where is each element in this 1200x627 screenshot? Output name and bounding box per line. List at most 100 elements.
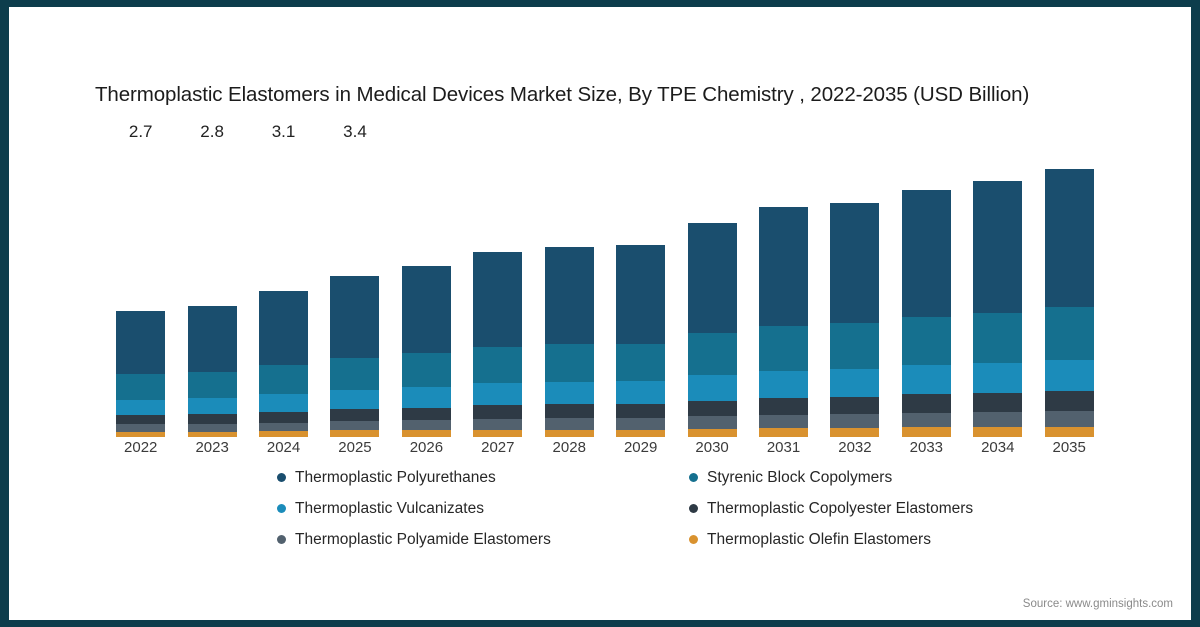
- bar-segment[interactable]: [401, 265, 451, 354]
- bar-segment[interactable]: [401, 386, 451, 408]
- bar-segment[interactable]: [187, 398, 237, 415]
- legend-item[interactable]: Thermoplastic Polyurethanes: [277, 462, 627, 493]
- bar-segment[interactable]: [901, 394, 951, 413]
- bar-segment[interactable]: [687, 375, 737, 401]
- bar-segment[interactable]: [473, 405, 523, 419]
- stacked-bar[interactable]: [187, 305, 237, 437]
- stacked-bar[interactable]: [259, 291, 309, 437]
- bar-segment[interactable]: [259, 291, 309, 365]
- legend-item[interactable]: Thermoplastic Vulcanizates: [277, 493, 627, 524]
- bar-segment[interactable]: [544, 247, 594, 345]
- bar-segment[interactable]: [759, 414, 808, 429]
- bar-segment[interactable]: [901, 427, 951, 437]
- bar-segment[interactable]: [330, 276, 380, 359]
- bar-segment[interactable]: [401, 430, 451, 437]
- stacked-bar[interactable]: [901, 190, 951, 437]
- bar-segment[interactable]: [116, 424, 166, 432]
- bar-segment[interactable]: [1044, 391, 1094, 411]
- bar-segment[interactable]: [544, 344, 594, 382]
- stacked-bar[interactable]: [616, 245, 666, 437]
- legend-item[interactable]: Styrenic Block Copolymers: [627, 462, 977, 493]
- stacked-bar[interactable]: [544, 247, 594, 437]
- bar-segment[interactable]: [544, 404, 594, 419]
- bar-segment[interactable]: [330, 409, 380, 422]
- stacked-bar[interactable]: [330, 276, 380, 437]
- bar-segment[interactable]: [830, 414, 880, 428]
- bar-segment[interactable]: [1044, 410, 1094, 427]
- bar-segment[interactable]: [259, 365, 309, 394]
- bar-segment[interactable]: [616, 343, 666, 382]
- bar-segment[interactable]: [187, 431, 237, 437]
- bar-segment[interactable]: [187, 414, 237, 424]
- legend-item[interactable]: Thermoplastic Copolyester Elastomers: [627, 493, 977, 524]
- bar-segment[interactable]: [1044, 168, 1094, 308]
- bar-segment[interactable]: [187, 305, 237, 373]
- bar-segment[interactable]: [401, 420, 451, 431]
- bar-segment[interactable]: [616, 418, 666, 430]
- bar-segment[interactable]: [544, 429, 594, 437]
- bar-segment[interactable]: [473, 383, 523, 406]
- bar-segment[interactable]: [473, 251, 523, 347]
- stacked-bar[interactable]: [116, 310, 166, 437]
- bar-segment[interactable]: [1044, 307, 1094, 360]
- bar-segment[interactable]: [901, 365, 951, 395]
- bar-segment[interactable]: [687, 415, 737, 429]
- bar-segment[interactable]: [187, 423, 237, 432]
- bar-segment[interactable]: [759, 207, 808, 326]
- bar-segment[interactable]: [330, 430, 380, 437]
- bar-segment[interactable]: [687, 428, 737, 437]
- stacked-bar[interactable]: [401, 265, 451, 437]
- bar-segment[interactable]: [830, 323, 880, 370]
- bar-segment[interactable]: [544, 418, 594, 430]
- bar-segment[interactable]: [116, 374, 166, 400]
- bar-segment[interactable]: [830, 396, 880, 415]
- bar-segment[interactable]: [830, 369, 880, 397]
- bar-segment[interactable]: [973, 411, 1023, 427]
- stacked-bar[interactable]: [830, 202, 880, 437]
- bar-segment[interactable]: [116, 399, 166, 416]
- bar-segment[interactable]: [759, 397, 808, 415]
- bar-segment[interactable]: [473, 429, 523, 437]
- bar-segment[interactable]: [473, 418, 523, 430]
- bar-segment[interactable]: [401, 407, 451, 421]
- bar-segment[interactable]: [259, 431, 309, 437]
- bar-segment[interactable]: [259, 394, 309, 412]
- bar-segment[interactable]: [973, 426, 1023, 437]
- bar-segment[interactable]: [901, 412, 951, 428]
- stacked-bar[interactable]: [687, 222, 737, 437]
- bar-segment[interactable]: [973, 180, 1023, 314]
- bar-segment[interactable]: [901, 317, 951, 366]
- bar-segment[interactable]: [616, 245, 666, 344]
- stacked-bar[interactable]: [759, 207, 808, 437]
- legend-item[interactable]: Thermoplastic Olefin Elastomers: [627, 524, 977, 555]
- stacked-bar[interactable]: [473, 251, 523, 437]
- bar-segment[interactable]: [687, 333, 737, 376]
- bar-segment[interactable]: [330, 390, 380, 410]
- bar-segment[interactable]: [1044, 426, 1094, 437]
- bar-segment[interactable]: [116, 415, 166, 425]
- bar-segment[interactable]: [187, 372, 237, 399]
- bar-segment[interactable]: [830, 202, 880, 324]
- bar-segment[interactable]: [759, 325, 808, 371]
- bar-segment[interactable]: [687, 222, 737, 334]
- bar-segment[interactable]: [973, 393, 1023, 412]
- bar-segment[interactable]: [116, 310, 166, 375]
- bar-segment[interactable]: [1044, 359, 1094, 392]
- bar-segment[interactable]: [759, 428, 808, 437]
- bar-segment[interactable]: [330, 421, 380, 431]
- stacked-bar[interactable]: [973, 180, 1023, 437]
- bar-segment[interactable]: [616, 381, 666, 405]
- bar-segment[interactable]: [973, 313, 1023, 364]
- bar-segment[interactable]: [116, 431, 166, 437]
- bar-segment[interactable]: [901, 190, 951, 318]
- bar-segment[interactable]: [544, 381, 594, 405]
- bar-segment[interactable]: [973, 363, 1023, 394]
- bar-segment[interactable]: [759, 370, 808, 398]
- bar-segment[interactable]: [330, 358, 380, 391]
- stacked-bar[interactable]: [1044, 168, 1094, 437]
- bar-segment[interactable]: [687, 400, 737, 416]
- bar-segment[interactable]: [616, 429, 666, 437]
- legend-item[interactable]: Thermoplastic Polyamide Elastomers: [277, 524, 627, 555]
- bar-segment[interactable]: [473, 346, 523, 384]
- bar-segment[interactable]: [401, 353, 451, 387]
